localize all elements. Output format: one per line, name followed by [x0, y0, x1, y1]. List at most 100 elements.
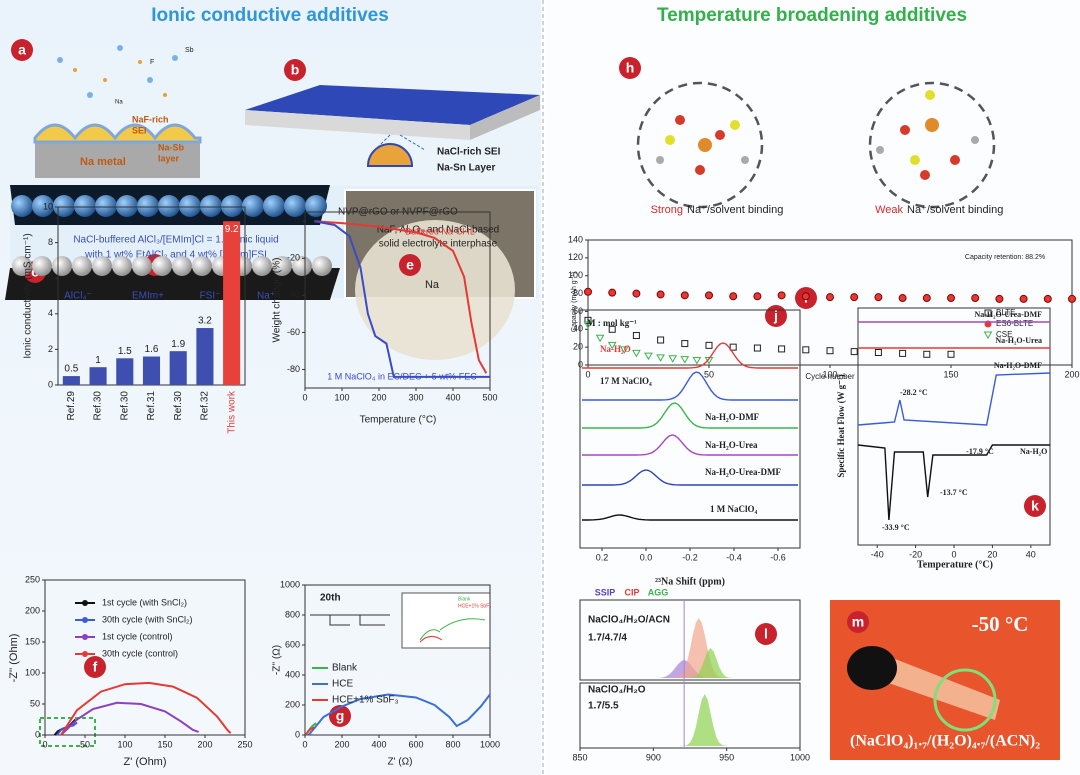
label: -20	[287, 253, 300, 263]
label: 17 M NaClO₄	[600, 376, 652, 386]
label: AlCl₄⁻	[64, 291, 92, 302]
label: 30th cycle (control)	[102, 648, 178, 658]
sphere	[132, 256, 152, 276]
bar	[196, 328, 214, 385]
label: 100	[25, 667, 40, 677]
label: 600	[408, 739, 423, 749]
marker	[656, 290, 665, 299]
label: (NaClO₄)₁.₇/(H₂O)₄.₇/(ACN)₂	[850, 733, 1040, 750]
label: Blank	[332, 663, 358, 674]
label: 250	[237, 739, 252, 749]
legend-marker	[82, 600, 88, 606]
left-title: Ionic conductive additives	[151, 5, 389, 26]
label: NaClO₄/H₂O	[588, 685, 646, 696]
sphere	[200, 195, 222, 217]
label: -80	[287, 364, 300, 374]
label: Na metal	[80, 156, 126, 168]
label: F	[150, 59, 154, 66]
label: 150	[25, 636, 40, 646]
label: M : mol kg⁻¹	[587, 318, 637, 328]
marker	[607, 341, 617, 350]
label: Ref.32	[200, 391, 211, 421]
label: 500	[482, 392, 497, 402]
label: Na⁺/solvent binding	[687, 204, 783, 216]
marker	[947, 294, 955, 303]
sphere	[284, 195, 306, 217]
panel-badge	[1024, 495, 1046, 517]
label: 6	[48, 273, 53, 283]
label: Na-Sn Layer	[437, 163, 495, 174]
label: layer	[158, 153, 180, 163]
label: -0.2	[682, 552, 698, 562]
marker	[681, 340, 689, 348]
label: Na	[425, 279, 440, 291]
label: e	[406, 257, 414, 273]
label: -28.2 °C	[900, 388, 928, 397]
label: -33.9 °C	[882, 523, 910, 532]
label: Na-H₂O-Urea-DMF	[705, 467, 782, 477]
label: 900	[646, 752, 661, 762]
label: 2	[48, 344, 53, 354]
label: 0	[302, 739, 307, 749]
label: 800	[445, 739, 460, 749]
marker	[874, 293, 883, 302]
raman-band	[640, 618, 758, 678]
bar	[223, 221, 241, 385]
marker	[680, 291, 689, 300]
marker	[656, 354, 665, 362]
label: Strong	[651, 204, 683, 216]
spectrum	[582, 434, 798, 456]
marker	[923, 350, 931, 358]
label: Na-H₂O-Urea-DMF	[974, 310, 1042, 319]
label: Z' (Ohm)	[123, 756, 166, 768]
label: 1	[95, 355, 101, 366]
label: 0	[951, 549, 956, 559]
label: Ref.30	[173, 391, 184, 421]
label: ²³Na Shift (ppm)	[655, 576, 725, 587]
marker	[632, 349, 641, 358]
label: 100	[568, 270, 583, 280]
marker	[729, 292, 738, 301]
label: -17.9 °C	[966, 447, 994, 456]
label: Capacity (mAh g⁻¹)	[571, 272, 578, 332]
label: Specific Heat Flow (W g⁻¹)	[836, 374, 846, 477]
marker	[802, 346, 810, 354]
label: Temperature (°C)	[360, 415, 437, 426]
label: 0	[585, 369, 590, 379]
panel-badge	[284, 59, 306, 81]
label: 4	[48, 308, 53, 318]
label: 850	[572, 752, 587, 762]
label: 140	[568, 234, 583, 244]
label: Na-Sb	[158, 142, 185, 152]
label: Ref.31	[146, 391, 157, 421]
label: 0	[295, 729, 300, 739]
label: 600	[285, 639, 300, 649]
label: 300	[408, 392, 423, 402]
label: 200	[285, 699, 300, 709]
marker	[632, 289, 641, 298]
dsc-curve	[857, 372, 1051, 426]
raman-band	[651, 648, 770, 678]
bar	[142, 356, 161, 385]
marker	[692, 357, 702, 365]
label: ES6-BLTE	[996, 319, 1033, 328]
marker	[608, 325, 616, 333]
label: -40	[871, 549, 884, 559]
label: with 1 wt% EtAlCl₂ and 4 wt% [EMIm]FSI	[84, 250, 267, 261]
marker	[778, 345, 786, 353]
label: m	[852, 614, 864, 630]
label: 1.6	[145, 344, 159, 355]
legend-marker	[983, 331, 993, 339]
label: HCE	[332, 679, 353, 690]
label: 100	[117, 739, 132, 749]
label: 20	[987, 549, 997, 559]
dsc-curve	[857, 444, 1050, 521]
marker	[705, 291, 713, 300]
label: -40	[287, 290, 300, 300]
series-line	[305, 726, 315, 736]
label: Na⁺/solvent binding	[907, 204, 1003, 216]
label: 400	[285, 669, 300, 679]
label: 0.2	[596, 552, 609, 562]
